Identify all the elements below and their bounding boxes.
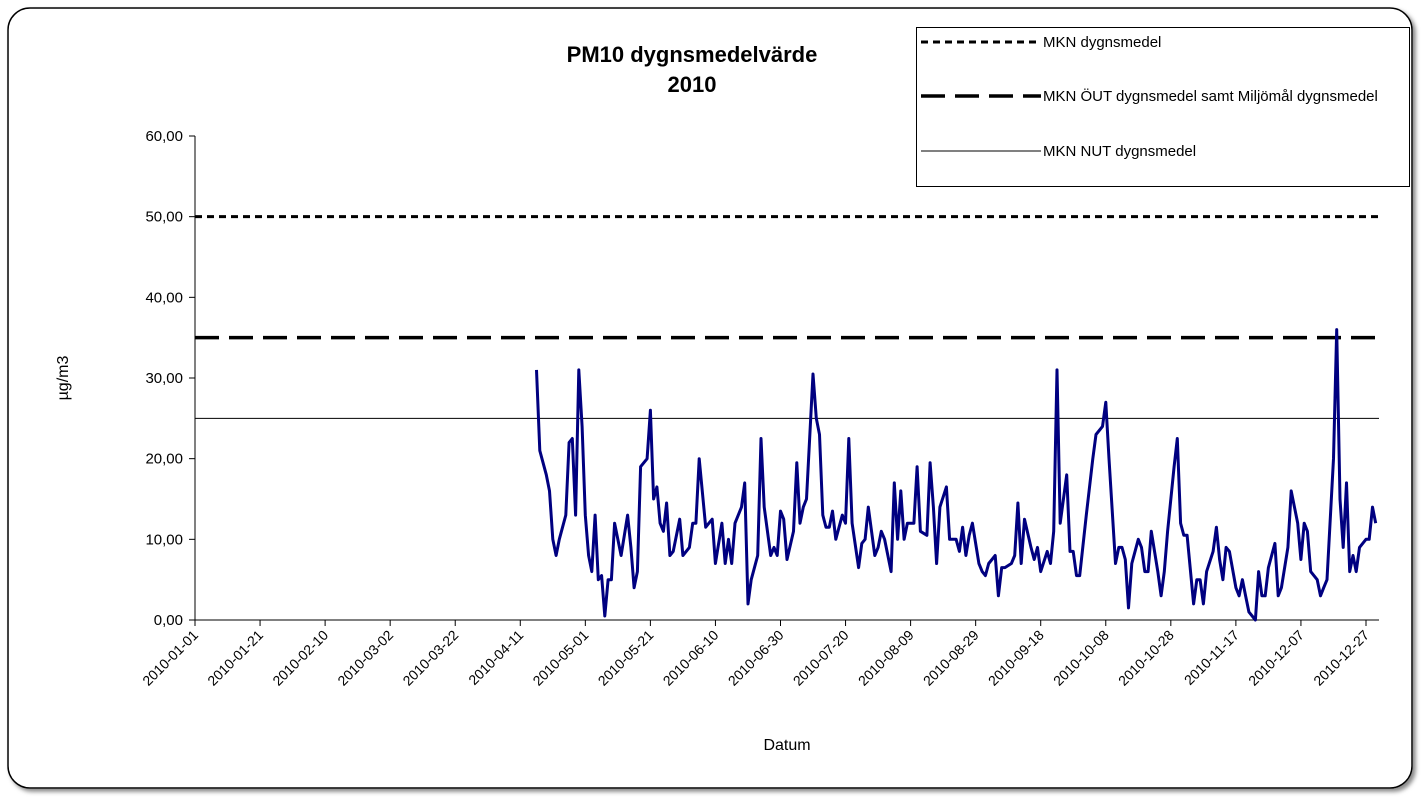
y-tick-label: 40,00 [145,289,183,306]
legend-swatch [921,40,1041,44]
chart-subtitle: 2010 [668,72,717,97]
y-tick-label: 50,00 [145,209,183,226]
legend-entry: MKN dygnsmedel [921,32,1383,53]
legend-label: MKN ÖUT dygnsmedel samt Miljömål dygnsme… [1043,88,1378,105]
y-tick-label: 10,00 [145,531,183,548]
legend: MKN dygnsmedel MKN ÖUT dygnsmedel samt Mi… [916,27,1410,187]
legend-swatch [921,94,1041,98]
chart-frame [7,7,1413,789]
y-tick-label: 60,00 [145,128,183,145]
y-axis-label: µg/m3 [55,356,72,401]
data-line [535,328,1378,622]
x-axis-label: Datum [763,737,810,754]
legend-entry: MKN NUT dygnsmedel [921,141,1383,162]
chart-title: PM10 dygnsmedelvärde [567,42,818,67]
y-tick-label: 30,00 [145,370,183,387]
legend-label: MKN dygnsmedel [1043,34,1162,51]
y-tick-label: 0,00 [154,612,183,629]
y-tick-label: 20,00 [145,451,183,468]
legend-entry: MKN ÖUT dygnsmedel samt Miljömål dygnsme… [921,86,1383,107]
legend-label: MKN NUT dygnsmedel [1043,143,1197,160]
legend-swatch [921,150,1041,152]
